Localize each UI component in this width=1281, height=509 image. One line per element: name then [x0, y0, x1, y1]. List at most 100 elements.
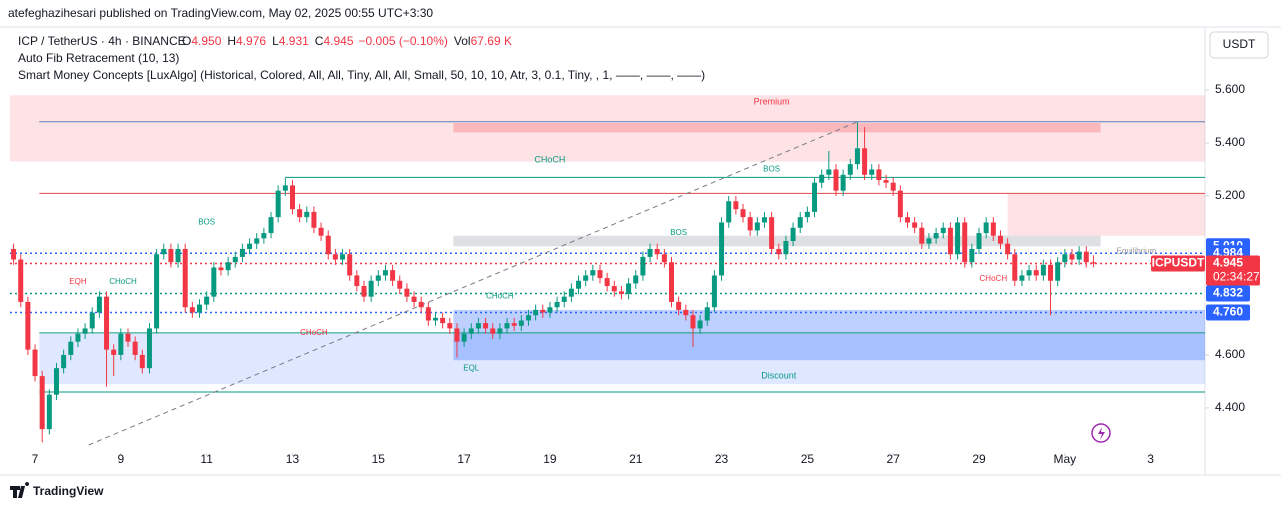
candle-body — [433, 317, 439, 321]
candle-body — [111, 349, 117, 355]
candle-body — [704, 307, 710, 321]
candle-body — [118, 333, 124, 355]
candle-body — [375, 275, 381, 281]
brand-name: TradingView — [33, 484, 104, 498]
x-tick-label: 19 — [543, 452, 557, 466]
candle-body — [711, 275, 717, 308]
x-tick-label: 21 — [629, 452, 643, 466]
ohlc-value: 4.950 — [191, 34, 221, 48]
candle-body — [883, 180, 889, 183]
candle-body — [75, 333, 81, 342]
annotation: EQL — [463, 363, 480, 372]
event-icon-bolt — [1098, 427, 1105, 440]
fib-trendline — [88, 121, 858, 446]
candle-body — [332, 254, 338, 260]
candle-body — [25, 301, 31, 350]
candle-body — [232, 256, 238, 263]
ohlc-key: L — [272, 34, 279, 48]
candle-body — [154, 254, 160, 329]
zone — [1007, 193, 1205, 236]
candle-body — [382, 270, 388, 276]
zone — [39, 333, 1205, 385]
candle-body — [404, 288, 410, 297]
candle-body — [354, 275, 360, 287]
annotation: CHoCH — [109, 277, 137, 286]
candle-body — [583, 275, 589, 281]
candle-body — [490, 328, 496, 334]
candle-body — [997, 235, 1003, 244]
x-tick-label: 25 — [801, 452, 815, 466]
candle-body — [397, 280, 403, 289]
candle-body — [139, 354, 145, 369]
candle-body — [504, 323, 510, 329]
annotation: Discount — [761, 370, 797, 380]
candle-body — [683, 309, 689, 316]
candle-body — [325, 235, 331, 255]
candle-body — [318, 227, 324, 236]
y-tick-label: 4.400 — [1215, 400, 1245, 414]
candle-body — [554, 301, 560, 308]
candle-body — [669, 262, 675, 302]
candle-body — [697, 320, 703, 329]
candle-body — [640, 256, 646, 276]
x-tick-label: 29 — [972, 452, 986, 466]
candle-body — [568, 288, 574, 297]
candle-body — [475, 323, 481, 329]
candle-body — [897, 190, 903, 218]
candle-body — [611, 286, 617, 292]
candle-body — [533, 309, 539, 316]
candle-body — [125, 333, 131, 342]
candle-body — [769, 217, 775, 249]
candle-body — [440, 317, 446, 324]
candle-body — [411, 296, 417, 302]
candle-body — [876, 169, 882, 181]
price-label: 4.760 — [1213, 305, 1243, 319]
candle-body — [304, 211, 310, 218]
annotation: BOS — [763, 165, 780, 174]
event-icon[interactable] — [1091, 423, 1111, 443]
candle-body — [890, 182, 896, 191]
volume: 67.69 K — [471, 34, 512, 48]
candle-body — [189, 307, 195, 313]
change: −0.005 (−0.10%) — [359, 34, 448, 48]
candle-body — [68, 341, 74, 355]
candle-body — [225, 262, 231, 271]
candle-body — [425, 307, 431, 321]
candle-body — [218, 267, 224, 271]
symbol: ICP / TetherUS · 4h · BINANCE — [18, 34, 186, 48]
ohlc-legend: O4.950 H4.976 L4.931 C4.945 −0.005 (−0.10%) V… — [182, 34, 512, 48]
ohlc-value: 4.976 — [236, 34, 266, 48]
candle-body — [812, 182, 818, 212]
candle-body — [132, 341, 138, 355]
x-tick-label: May — [1053, 452, 1076, 466]
candle-body — [869, 169, 875, 175]
candle-body — [1033, 270, 1039, 276]
y-tick-label: 5.600 — [1215, 82, 1245, 96]
candle-body — [39, 376, 45, 430]
candle-body — [1069, 254, 1075, 260]
price-label-box — [1206, 304, 1250, 321]
candle-body — [61, 354, 67, 369]
candle-body — [983, 222, 989, 234]
candle-body — [976, 233, 982, 249]
currency-button[interactable] — [1209, 31, 1269, 59]
annotation: CHoCH — [486, 292, 514, 301]
candle-body — [1012, 254, 1018, 281]
candle-body — [661, 254, 667, 263]
candle-body — [261, 233, 267, 239]
annotation: BOS — [670, 228, 687, 237]
candle-body — [289, 185, 295, 210]
candle-body — [182, 248, 188, 308]
last-price: 4.945 — [1213, 256, 1243, 270]
candle-body — [719, 222, 725, 276]
candle-body — [947, 227, 953, 255]
candle-body — [962, 222, 968, 263]
zone — [453, 309, 1205, 361]
x-tick-label: 15 — [372, 452, 386, 466]
candle-body — [197, 304, 203, 313]
x-tick-label: 11 — [200, 452, 213, 466]
candle-body — [525, 315, 531, 321]
candle-body — [468, 328, 474, 334]
candle-body — [597, 270, 603, 279]
price-label: 4.832 — [1213, 286, 1243, 300]
